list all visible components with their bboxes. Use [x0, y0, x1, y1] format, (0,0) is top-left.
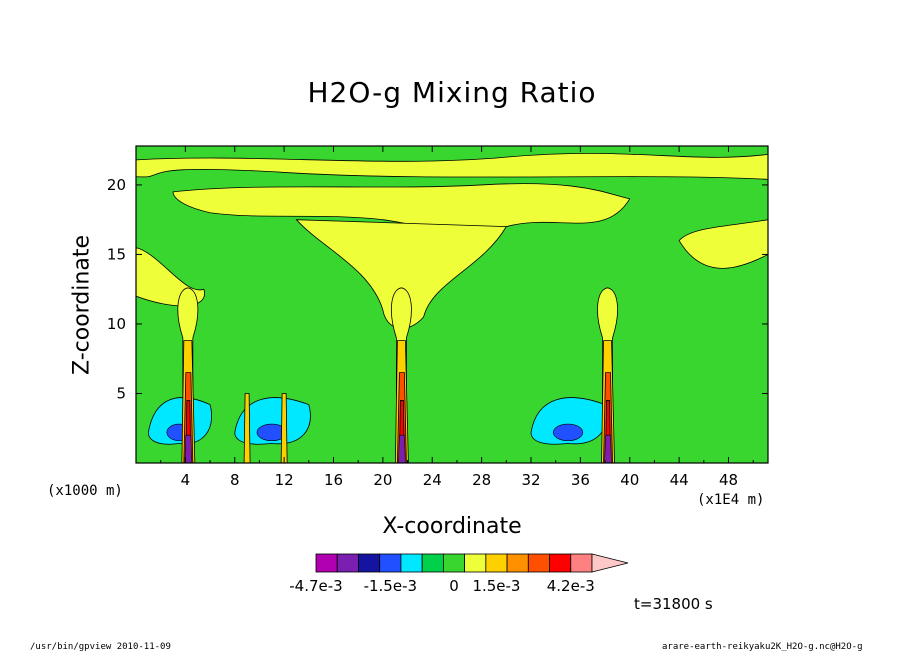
plume-base-2 — [604, 434, 612, 463]
footer-left: /usr/bin/gpview 2010-11-09 — [30, 642, 171, 652]
x-tick-label-24: 24 — [423, 471, 442, 489]
x-tick-label-12: 12 — [275, 471, 294, 489]
colorbar-cell-7 — [464, 553, 487, 573]
colorbar-cell-12 — [570, 553, 593, 573]
plume-base-0 — [184, 434, 193, 463]
colorbar-cell-6 — [442, 553, 466, 573]
contour-level-upper — [172, 183, 631, 233]
colorbar-cell-11 — [549, 553, 572, 573]
colorbar-cell-4 — [400, 553, 423, 573]
plot-area — [136, 146, 768, 463]
x-tick-label-44: 44 — [670, 471, 689, 489]
colorbar-cell-8 — [485, 553, 508, 573]
x-axis-label: X-coordinate — [382, 514, 522, 539]
x-tick-label-48: 48 — [719, 471, 738, 489]
colorbar-cell-3 — [379, 553, 402, 573]
x-axis-unit-left: (x1000 m) — [47, 483, 123, 499]
footer-right: arare-earth-reikyaku2K_H2O-g.nc@H2O-g — [662, 642, 863, 652]
colorbar-cell-10 — [527, 553, 550, 573]
x-tick-label-36: 36 — [571, 471, 590, 489]
y-tick-label-20: 20 — [107, 176, 126, 194]
x-tick-label-40: 40 — [620, 471, 639, 489]
contour-cyan-0 — [147, 397, 212, 445]
contour-level-right — [678, 219, 768, 269]
x-axis-unit-right: (x1E4 m) — [697, 492, 765, 508]
colorbar-label-1: -1.5e-3 — [364, 577, 417, 595]
colorbar-label-4: 4.2e-3 — [547, 577, 595, 595]
colorbar-label-0: -4.7e-3 — [289, 577, 342, 595]
y-tick-label-5: 5 — [116, 384, 126, 402]
x-tick-label-28: 28 — [472, 471, 491, 489]
colorbar-arrow — [591, 553, 629, 573]
colorbar-cell-1 — [336, 553, 359, 573]
x-tick-label-8: 8 — [230, 471, 240, 489]
y-tick-label-15: 15 — [107, 245, 126, 263]
plume-secondary-1 — [280, 393, 288, 463]
plume-secondary-0 — [243, 393, 251, 463]
x-tick-label-20: 20 — [373, 471, 392, 489]
contour-blue-2 — [552, 423, 584, 442]
colorbar-cell-0 — [315, 553, 338, 573]
y-tick-label-10: 10 — [107, 315, 126, 333]
chart-title: H2O-g Mixing Ratio — [307, 76, 597, 109]
plot-frame — [135, 145, 769, 464]
colorbar-label-2: 0 — [449, 577, 459, 595]
plume-base-1 — [398, 434, 406, 463]
x-tick-label-4: 4 — [181, 471, 191, 489]
colorbar-cell-9 — [506, 553, 529, 573]
x-tick-label-16: 16 — [324, 471, 343, 489]
colorbar-cell-5 — [421, 553, 444, 573]
x-tick-label-32: 32 — [521, 471, 540, 489]
time-label: t=31800 s — [634, 595, 713, 613]
colorbar-cell-2 — [358, 553, 381, 573]
colorbar-label-3: 1.5e-3 — [472, 577, 520, 595]
colorbar — [315, 553, 629, 573]
